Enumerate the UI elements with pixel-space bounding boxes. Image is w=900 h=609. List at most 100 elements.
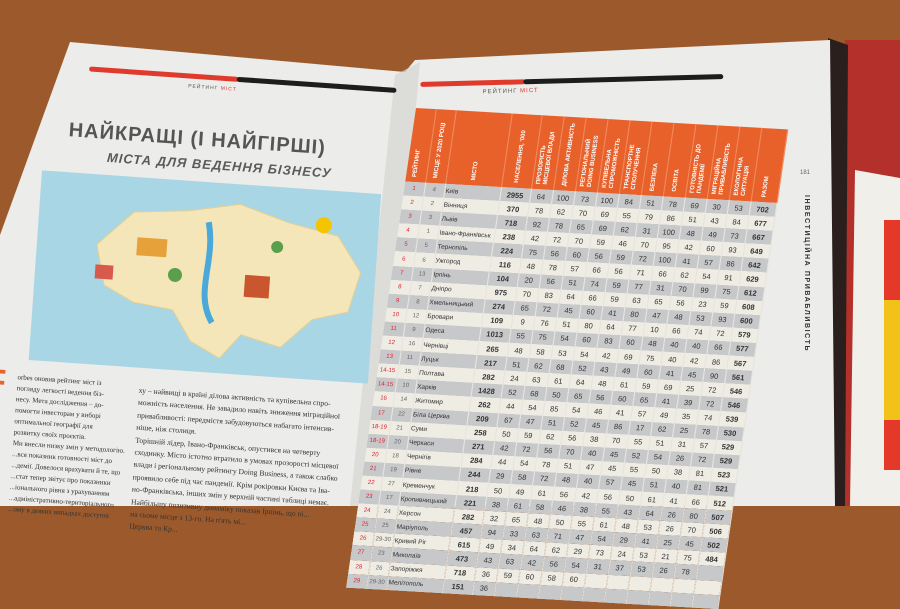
total-cell: 530 (715, 425, 744, 441)
table-cell: 78 (540, 260, 565, 276)
table-cell: 38 (582, 431, 607, 448)
section-side-label: ІНВЕСТИЦІЙНА ПРИВАБЛИВІСТЬ (803, 195, 810, 353)
table-cell: 53 (688, 310, 713, 327)
table-cell: 22 (360, 475, 383, 491)
table-cell: 64 (558, 289, 583, 305)
total-cell: 600 (732, 313, 761, 329)
table-cell: 29-30 (366, 574, 389, 590)
table-cell: 44 (498, 398, 523, 415)
table-cell: 52 (562, 416, 587, 432)
table-cell: 28 (348, 559, 371, 575)
table-cell: 42 (573, 487, 598, 504)
table-cell: 83 (536, 288, 561, 304)
table-cell: 20 (386, 434, 409, 450)
table-cell: 58 (539, 570, 564, 586)
table-cell: 70 (570, 205, 595, 221)
table-cell: 57 (597, 475, 623, 491)
table-cell: 48 (678, 225, 703, 241)
table-cell: 60 (574, 332, 599, 348)
table-cell: 80 (622, 307, 647, 323)
table-cell: 41 (608, 405, 633, 421)
table-cell: 18 (384, 448, 407, 464)
table-cell: 11 (398, 350, 421, 366)
table-cell: 72 (698, 396, 723, 412)
table-cell: 56 (560, 430, 585, 446)
table-cell: 45 (677, 536, 702, 552)
kicker-text: РЕЙТИНГ (187, 83, 219, 92)
table-cell: 25 (672, 422, 697, 439)
table-cell: 80 (681, 508, 706, 524)
table-cell: 53 (550, 345, 575, 361)
city-name-cell: Мелітополь (385, 575, 444, 594)
table-cell: 61 (591, 517, 616, 533)
table-cell: 8 (406, 294, 429, 310)
illustrated-map (28, 170, 382, 384)
table-cell: 62 (548, 204, 573, 220)
table-cell: 5 (395, 237, 418, 253)
table-cell: 29 (488, 468, 513, 485)
table-cell: 60 (610, 391, 635, 407)
table-cell: 41 (633, 533, 658, 549)
table-cell: 14 (392, 392, 415, 408)
table-cell: 70 (670, 281, 695, 297)
table-cell: 78 (660, 196, 685, 212)
table-cell: 4 (397, 223, 420, 239)
kicker-accent: МІСТ (220, 85, 237, 93)
table-cell: 50 (547, 514, 572, 530)
header-bar-red (88, 66, 239, 82)
table-cell: 43 (475, 552, 500, 569)
table-cell: 62 (672, 267, 697, 283)
column-header-label: Населення, '000 (513, 130, 527, 184)
table-cell: 30 (704, 198, 729, 215)
table-cell: 42 (594, 347, 619, 364)
table-cell: 81 (687, 466, 712, 482)
table-cell: 16 (400, 336, 423, 352)
total-cell: 507 (703, 509, 732, 525)
table-cell (627, 575, 652, 591)
header-bar-black (236, 76, 397, 93)
table-cell: 13 (378, 349, 401, 365)
table-cell: 48 (506, 342, 531, 359)
table-cell: 78 (694, 424, 719, 440)
table-cell: 92 (524, 216, 549, 233)
table-cell: 65 (632, 392, 657, 408)
total-cell: 521 (707, 481, 736, 497)
table-cell: 99 (692, 282, 717, 299)
table-cell: 55 (569, 515, 594, 532)
column-header-label: Рейтинг (412, 149, 423, 178)
table-cell: 49 (477, 538, 502, 555)
table-cell: 72 (514, 442, 539, 458)
table-cell: 26 (667, 450, 692, 467)
table-cell: 45 (619, 476, 644, 492)
table-cell: 68 (522, 386, 547, 402)
table-cell: 45 (584, 417, 609, 434)
total-cell: 484 (697, 551, 726, 567)
table-cell: 42 (682, 352, 707, 369)
table-cell: 31 (585, 559, 610, 575)
table-cell: 45 (680, 366, 705, 383)
total-cell: 612 (736, 285, 765, 301)
table-cell: 47 (567, 529, 592, 546)
table-cell: 51 (560, 275, 585, 291)
table-cell: 6 (393, 251, 416, 267)
table-cell: 9 (510, 314, 535, 331)
table-cell: 40 (663, 478, 688, 495)
table-cell: 54 (563, 557, 588, 574)
table-cell: 24 (376, 504, 399, 520)
table-cell: 49 (614, 363, 639, 379)
table-cell: 50 (643, 463, 668, 479)
column-header-label: Ділова активність (561, 122, 577, 186)
table-cell (669, 592, 694, 608)
table-cell: 70 (604, 433, 629, 449)
table-cell: 62 (650, 421, 675, 437)
table-cell: 59 (634, 378, 659, 394)
table-cell: 31 (670, 436, 695, 453)
table-cell: 24 (609, 546, 634, 562)
total-cell: 579 (730, 327, 759, 343)
table-cell: 100 (594, 192, 619, 208)
table-cell: 51 (540, 415, 565, 431)
table-cell: 8 (388, 279, 411, 295)
table-cell: 26 (368, 560, 391, 576)
table-cell: 48 (613, 518, 638, 534)
table-cell: 46 (610, 235, 635, 252)
